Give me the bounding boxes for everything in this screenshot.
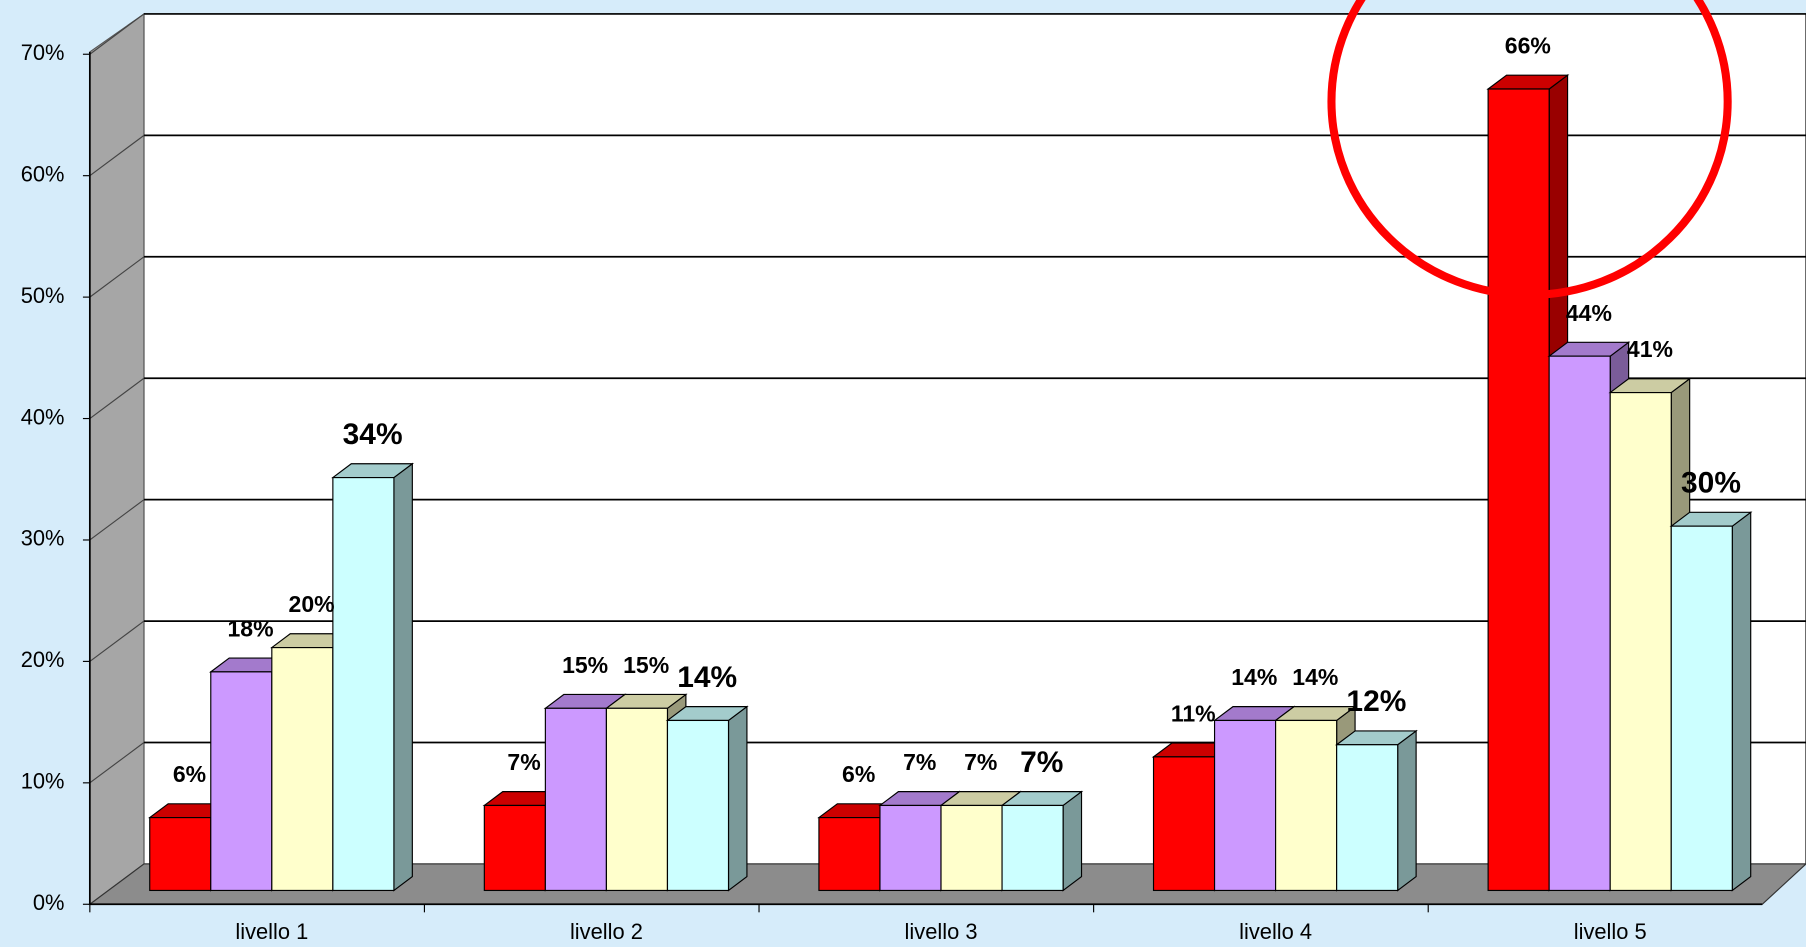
- value-label: 66%: [1505, 33, 1551, 59]
- bar-front: [666, 719, 730, 892]
- value-label: 11%: [1171, 700, 1216, 726]
- value-label: 18%: [227, 615, 273, 641]
- bar-front: [332, 477, 395, 892]
- value-label: 44%: [1566, 300, 1612, 326]
- value-label: 6%: [173, 761, 206, 787]
- grid-line-side: [89, 499, 145, 541]
- grid-line-side: [89, 13, 145, 55]
- bar-front: [210, 671, 273, 892]
- value-label: 30%: [1681, 467, 1741, 500]
- bar-front: [1336, 744, 1399, 892]
- y-tick-label: 10%: [21, 769, 65, 794]
- bar-front: [1487, 88, 1550, 892]
- bar-side: [393, 462, 413, 892]
- bar-front: [1001, 804, 1064, 892]
- grid-line-side: [89, 256, 145, 298]
- value-label: 6%: [842, 761, 875, 787]
- grid-line-side: [89, 377, 145, 420]
- bar-side: [1062, 790, 1083, 892]
- y-tick-label: 70%: [21, 40, 65, 65]
- y-tick-label: 30%: [21, 526, 65, 551]
- bar-side: [1731, 511, 1752, 892]
- bar: [331, 462, 415, 892]
- bar-front: [940, 804, 1003, 892]
- grid-line-side: [89, 134, 145, 177]
- bar-front: [879, 804, 942, 892]
- bar: [1669, 511, 1753, 892]
- bar-front: [1609, 392, 1672, 892]
- bar-front: [149, 817, 212, 892]
- y-tick-label: 50%: [21, 283, 65, 308]
- bar-front: [1670, 525, 1733, 892]
- y-tick-label: 0%: [33, 890, 65, 915]
- grid-line-side: [89, 620, 145, 662]
- bar: [1000, 790, 1084, 892]
- bar: [1334, 729, 1418, 892]
- bar-front: [1548, 355, 1611, 892]
- bars: [148, 74, 1753, 892]
- bar-front: [1152, 756, 1216, 892]
- value-label: 20%: [289, 591, 335, 617]
- value-label: 15%: [562, 652, 608, 678]
- y-tick-label: 60%: [21, 161, 65, 186]
- labels: 0% 10% 20% 30% 40% 50% 60% 70% livello 1 6% 18% 20%…: [21, 33, 1741, 944]
- value-label: 7%: [903, 749, 936, 775]
- x-tick-label: livello 1: [235, 919, 308, 944]
- bar-front: [271, 647, 334, 892]
- value-label: 7%: [507, 749, 540, 775]
- highlight-circle: [1327, 0, 1732, 299]
- side-wall: [89, 12, 145, 906]
- x-tick-label: livello 4: [1239, 919, 1312, 944]
- value-label: 7%: [964, 749, 997, 775]
- y-tick-label: 40%: [21, 404, 65, 429]
- value-label: 14%: [677, 661, 737, 694]
- value-label: 15%: [623, 652, 669, 678]
- x-tick-label: livello 3: [905, 919, 978, 944]
- bar-front: [544, 707, 607, 892]
- value-label: 7%: [1020, 746, 1063, 779]
- bar-front: [605, 707, 669, 892]
- value-label: 34%: [343, 418, 403, 451]
- bar-front: [1275, 719, 1338, 892]
- bar: [665, 705, 749, 892]
- x-tick-label: livello 2: [570, 919, 643, 944]
- x-tick-label: livello 5: [1574, 919, 1647, 944]
- bar-front: [483, 804, 546, 892]
- bar-front: [818, 817, 881, 892]
- bar-side: [1397, 729, 1417, 892]
- bar-front: [1213, 719, 1277, 892]
- grid-line-side: [89, 742, 145, 784]
- value-label: 14%: [1292, 664, 1338, 690]
- bar-side: [727, 705, 748, 892]
- value-label: 41%: [1627, 336, 1673, 362]
- value-label: 12%: [1346, 685, 1406, 718]
- y-tick-label: 20%: [21, 647, 65, 672]
- value-label: 14%: [1231, 664, 1277, 690]
